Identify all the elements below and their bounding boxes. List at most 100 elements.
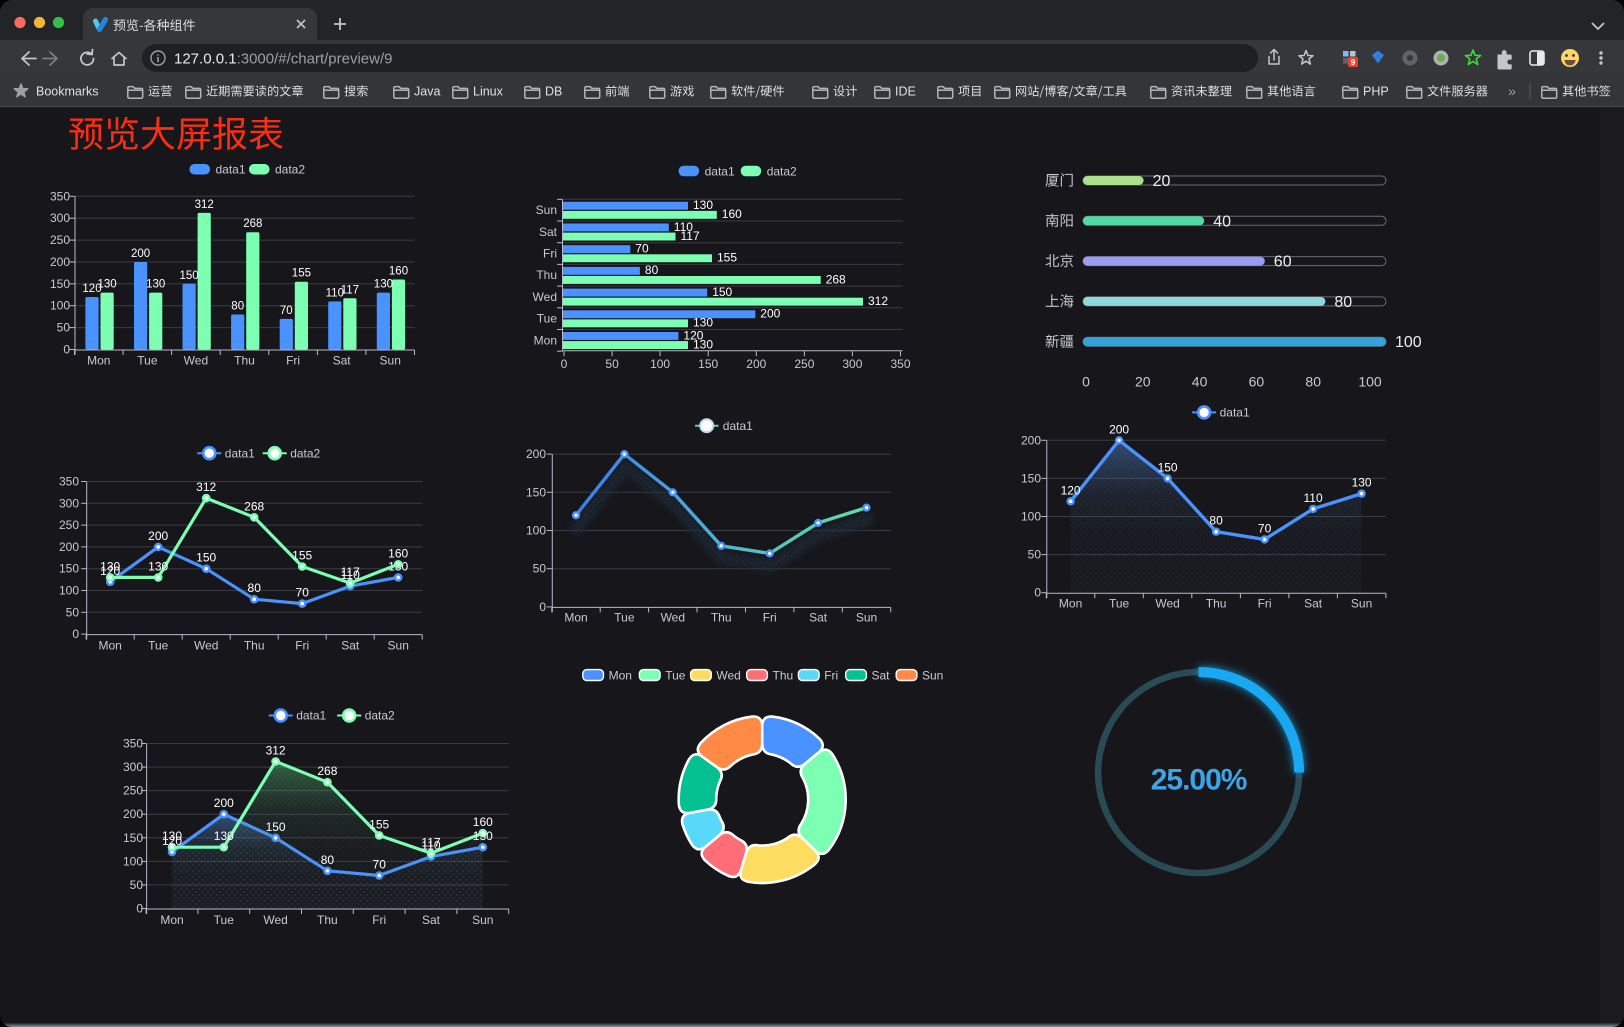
svg-text:Wed: Wed [661,611,685,625]
svg-text:120: 120 [82,283,101,295]
svg-text:312: 312 [196,480,216,494]
svg-text:200: 200 [746,357,766,371]
svg-text:Thu: Thu [773,669,794,683]
svg-text:70: 70 [373,858,387,872]
svg-text:70: 70 [296,586,310,600]
svg-text:Wed: Wed [184,354,208,368]
svg-text:60: 60 [1249,374,1265,390]
svg-text:200: 200 [214,796,234,810]
svg-text:110: 110 [674,220,693,234]
svg-text:Tue: Tue [614,611,635,625]
svg-text:Tue: Tue [148,639,169,653]
svg-text:350: 350 [59,475,79,489]
svg-text:200: 200 [123,807,143,821]
svg-text:155: 155 [369,817,389,831]
svg-text:Sat: Sat [422,913,441,927]
svg-text:200: 200 [760,307,780,321]
svg-text:200: 200 [1021,433,1041,447]
svg-text:Fri: Fri [295,639,309,653]
svg-text:Sun: Sun [922,669,943,683]
svg-text:Mon: Mon [564,611,587,625]
svg-text:50: 50 [1028,548,1042,562]
svg-text:250: 250 [59,518,79,532]
svg-text:20: 20 [1153,173,1171,190]
svg-text:Fri: Fri [1258,597,1272,611]
svg-text:350: 350 [890,357,910,371]
svg-text:Fri: Fri [763,611,777,625]
svg-text:70: 70 [280,305,293,317]
svg-text:268: 268 [243,218,262,230]
svg-text:Sun: Sun [856,611,877,625]
svg-text:0: 0 [561,357,568,371]
svg-text:268: 268 [317,764,337,778]
svg-text:0: 0 [136,902,143,916]
svg-text:0: 0 [539,600,546,614]
svg-text:80: 80 [231,301,244,313]
svg-text:Thu: Thu [536,268,557,282]
svg-text:Fri: Fri [824,669,838,683]
svg-text:50: 50 [605,357,619,371]
svg-text:100: 100 [123,854,143,868]
svg-text:150: 150 [712,285,732,299]
svg-text:Tue: Tue [1109,597,1130,611]
svg-text:Bookmarks: Bookmarks [36,85,99,99]
svg-text:268: 268 [826,272,846,286]
svg-text:Java: Java [414,85,440,99]
svg-text:127.0.0.1:3000/#/chart/preview: 127.0.0.1:3000/#/chart/preview/9 [174,51,393,68]
svg-text:25.00%: 25.00% [1151,764,1247,797]
svg-text:»: » [1508,83,1516,99]
svg-text:312: 312 [266,743,286,757]
svg-text:200: 200 [131,248,150,260]
svg-text:120: 120 [1061,483,1081,497]
svg-text:130: 130 [100,559,120,573]
svg-text:120: 120 [100,564,120,578]
svg-text:117: 117 [421,835,440,849]
svg-text:150: 150 [698,357,718,371]
svg-text:300: 300 [50,211,70,225]
svg-text:Sat: Sat [539,225,558,239]
svg-text:Mon: Mon [1059,597,1082,611]
svg-text:0: 0 [1082,374,1090,390]
svg-text:Sun: Sun [472,913,493,927]
svg-text:200: 200 [59,540,79,554]
svg-text:Wed: Wed [533,290,557,304]
svg-text:Tue: Tue [665,669,686,683]
svg-text:Mon: Mon [609,669,632,683]
svg-text:data1: data1 [1220,406,1250,420]
svg-text:130: 130 [693,337,713,351]
svg-text:100: 100 [526,524,546,538]
svg-text:130: 130 [98,279,117,291]
svg-text:20: 20 [1135,374,1151,390]
svg-text:50: 50 [533,562,547,576]
svg-text:155: 155 [292,268,311,280]
svg-text:150: 150 [123,831,143,845]
svg-text:117: 117 [341,284,359,296]
svg-text:data1: data1 [705,164,735,178]
svg-text:160: 160 [388,546,408,560]
svg-text:50: 50 [130,878,144,892]
svg-text:Sat: Sat [341,639,360,653]
svg-text:DB: DB [545,85,562,99]
svg-text:Wed: Wed [1155,597,1179,611]
svg-text:data2: data2 [767,164,797,178]
svg-text:Tue: Tue [537,312,558,326]
svg-text:80: 80 [1334,294,1352,311]
svg-text:Fri: Fri [372,913,386,927]
svg-text:100: 100 [650,357,670,371]
svg-text:Sun: Sun [1351,597,1372,611]
svg-text:80: 80 [645,263,659,277]
svg-text:40: 40 [1213,213,1231,230]
svg-text:data1: data1 [296,709,326,723]
svg-text:110: 110 [341,568,360,582]
svg-text:Wed: Wed [263,913,287,927]
svg-text:Sat: Sat [1304,597,1323,611]
svg-text:200: 200 [50,255,70,269]
svg-text:100: 100 [50,299,70,313]
svg-text:40: 40 [1192,374,1208,390]
svg-text:data1: data1 [216,163,246,177]
svg-text:300: 300 [59,496,79,510]
svg-text:Sat: Sat [333,354,352,368]
svg-text:155: 155 [292,549,312,563]
svg-text:Tue: Tue [214,913,235,927]
svg-text:130: 130 [146,279,165,291]
